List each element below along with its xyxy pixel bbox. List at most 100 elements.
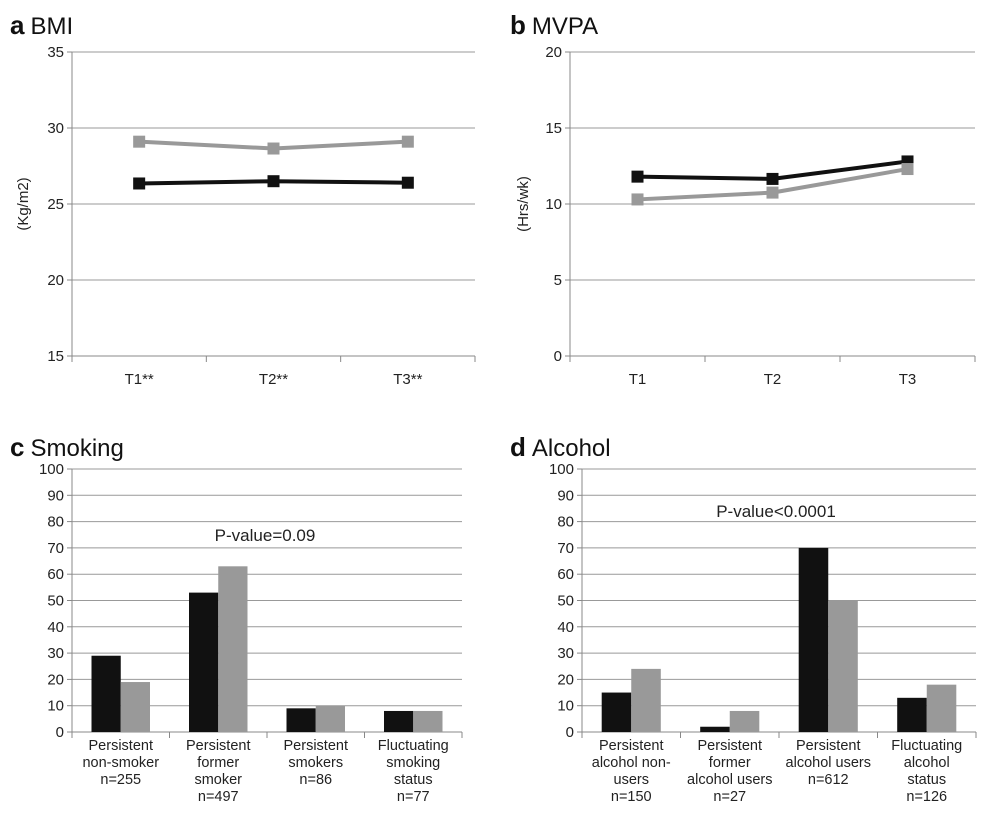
x-category-label: Fluctuating alcohol status n=126 [891, 738, 962, 805]
data-point [267, 175, 280, 188]
x-category-line: n=77 [397, 789, 430, 805]
y-tick-label: 90 [557, 487, 574, 504]
x-category-label: Persistent former smoker n=497 [186, 738, 250, 805]
panel-letter: c [10, 432, 24, 462]
y-tick-label: 10 [557, 698, 574, 715]
data-point [267, 142, 280, 155]
bar [601, 692, 632, 732]
data-point [631, 193, 644, 206]
x-tick-label: T2 [764, 371, 782, 388]
panel-letter: b [510, 10, 526, 40]
bar [413, 710, 443, 732]
x-category-line: Persistent [89, 738, 153, 754]
panel-letter: d [510, 432, 526, 462]
x-category-label: Fluctuating smoking status n=77 [378, 738, 449, 805]
y-tick-label: 60 [557, 566, 574, 583]
panel-heading: b MVPA [510, 10, 598, 40]
x-category-line: Persistent [599, 738, 663, 754]
bar [926, 684, 957, 732]
x-category-line: alcohol users [687, 772, 772, 788]
panel-title: Smoking [30, 435, 123, 462]
panel-title: Alcohol [532, 435, 611, 462]
y-tick-label: 80 [557, 514, 574, 531]
bar [729, 710, 760, 732]
x-category-line: Fluctuating [891, 738, 962, 754]
bar [189, 592, 219, 732]
panel-d: d Alcohol 0 10 20 30 40 50 60 70 80 90 100 Persistent… [510, 432, 977, 805]
x-category-line: alcohol non- [592, 755, 671, 771]
x-category-line: status [907, 772, 946, 788]
y-tick-label: 0 [554, 348, 562, 365]
y-tick-label: 15 [545, 120, 562, 137]
y-tick-label: 10 [545, 196, 562, 213]
data-point [401, 176, 414, 189]
bar [286, 708, 316, 732]
data-point [133, 177, 146, 190]
data-point [631, 170, 644, 183]
bar [897, 697, 927, 732]
y-tick-label: 25 [47, 196, 64, 213]
data-point [901, 163, 914, 176]
y-tick-label: 40 [47, 619, 64, 636]
x-category-line: n=86 [299, 772, 332, 788]
y-tick-label: 70 [557, 540, 574, 557]
y-tick-label: 60 [47, 566, 64, 583]
y-tick-label: 0 [566, 724, 574, 741]
y-tick-label: 20 [47, 671, 64, 688]
x-category-line: Persistent [698, 738, 762, 754]
y-tick-label: 15 [47, 348, 64, 365]
data-point [401, 135, 414, 148]
panel-c: c Smoking 0 10 20 30 40 50 60 70 80 90 100 Persistent… [10, 432, 463, 805]
p-value-annotation: P-value<0.0001 [716, 502, 836, 521]
y-tick-label: 30 [47, 120, 64, 137]
x-category-line: alcohol users [786, 755, 871, 771]
x-category-label: Persistent former alcohol users n=27 [687, 738, 772, 805]
y-tick-label: 100 [549, 461, 574, 478]
x-category-label: Persistent alcohol non-users n=150 [592, 738, 671, 805]
y-tick-label: 50 [47, 593, 64, 610]
x-tick-label: T1** [125, 371, 154, 388]
y-tick-label: 70 [47, 540, 64, 557]
x-tick-label: T3 [899, 371, 917, 388]
p-value-annotation: P-value=0.09 [215, 526, 316, 545]
y-tick-label: 50 [557, 593, 574, 610]
x-category-label: Persistent smokers n=86 [284, 738, 348, 788]
x-category-line: former [709, 755, 751, 771]
bar [91, 655, 121, 732]
x-category-line: former [197, 755, 239, 771]
bar [631, 668, 661, 732]
y-tick-label: 30 [557, 645, 574, 662]
y-tick-label: 20 [557, 671, 574, 688]
x-category-line: n=126 [906, 789, 947, 805]
y-tick-label: 80 [47, 514, 64, 531]
y-tick-label: 5 [554, 272, 562, 289]
y-tick-label: 20 [545, 44, 562, 61]
y-axis-label: (Hrs/wk) [515, 176, 532, 232]
data-point [766, 172, 779, 185]
x-category-line: status [394, 772, 433, 788]
panel-heading: d Alcohol [510, 432, 611, 462]
y-tick-label: 30 [47, 645, 64, 662]
panel-letter: a [10, 10, 25, 40]
x-category-line: Fluctuating [378, 738, 449, 754]
bar [384, 710, 414, 732]
x-category-line: Persistent [284, 738, 348, 754]
y-tick-label: 100 [39, 461, 64, 478]
x-tick-label: T1 [629, 371, 647, 388]
panel-b: b MVPA 0 5 10 15 20 (Hrs/wk) T1 T2 T3 [510, 10, 976, 388]
bar [828, 600, 858, 732]
x-tick-label: T2** [259, 371, 288, 388]
bar [315, 705, 345, 732]
x-category-line: non-smoker [82, 755, 159, 771]
bar [798, 547, 829, 732]
data-point [133, 135, 146, 148]
x-category-line: smoking [386, 755, 440, 771]
y-tick-label: 40 [557, 619, 574, 636]
y-tick-label: 20 [47, 272, 64, 289]
x-tick-label: T3** [393, 371, 422, 388]
panel-a: a BMI 15 20 25 30 35 (Kg/m2) T1** T2** T3** [10, 10, 476, 388]
x-category-line: n=27 [713, 789, 746, 805]
y-tick-label: 35 [47, 44, 64, 61]
x-category-line: smokers [288, 755, 343, 771]
x-category-line: n=497 [198, 789, 239, 805]
